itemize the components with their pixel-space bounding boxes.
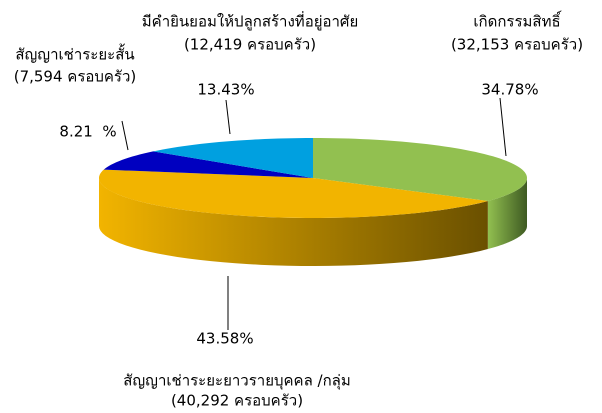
- slice-side: [99, 178, 488, 266]
- value-label: 43.58%: [196, 330, 253, 348]
- leader-line: [225, 99, 231, 135]
- slice-top: [313, 138, 527, 202]
- slice-top: [153, 138, 313, 178]
- category-note: (40,292 ครอบครัว): [171, 392, 303, 410]
- category-label: มีคำยินยอมให้ปลูกสร้างที่อยู่อาศัย: [142, 11, 358, 31]
- slice-top: [99, 169, 488, 218]
- slice-side: [487, 178, 527, 250]
- slice-top: [103, 151, 314, 178]
- category-label: สัญญาเช่าระยะยาวรายบุคคล /กลุ่ม: [123, 372, 351, 391]
- value-label: 8.21 %: [59, 123, 116, 141]
- category-label: เกิดกรรมสิทธิ์: [473, 11, 562, 31]
- leader-line: [499, 97, 507, 157]
- category-note: (12,419 ครอบครัว): [184, 36, 316, 54]
- category-note: (32,153 ครอบครัว): [451, 36, 583, 54]
- value-label: 13.43%: [197, 81, 254, 99]
- leader-line: [121, 120, 129, 151]
- value-label: 34.78%: [481, 81, 538, 99]
- category-note: (7,594 ครอบครัว): [14, 68, 137, 86]
- category-label: สัญญาเช่าระยะสั้น: [15, 44, 134, 64]
